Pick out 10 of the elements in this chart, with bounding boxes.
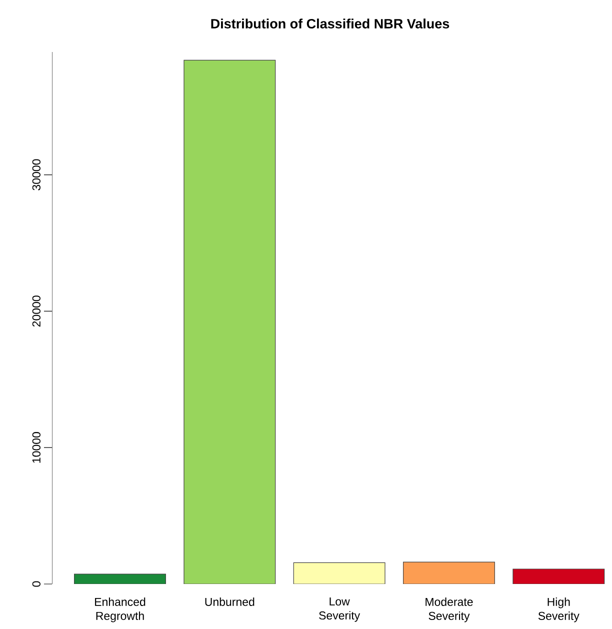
x-tick-label: High Severity [538,598,580,622]
y-tick-label: 30000 [32,159,40,190]
y-tick-label: 0 [32,581,40,587]
y-tick-label: 10000 [32,432,40,463]
x-tick-label: Unburned [205,598,254,606]
chart-title: Distribution of Classified NBR Values [211,18,450,28]
x-tick-label: Moderate Severity [426,598,473,622]
x-tick-label: Low Severity [319,598,360,622]
x-tick-label: Enhanced Regrowth [95,598,146,622]
y-tick-label: 20000 [32,296,40,327]
